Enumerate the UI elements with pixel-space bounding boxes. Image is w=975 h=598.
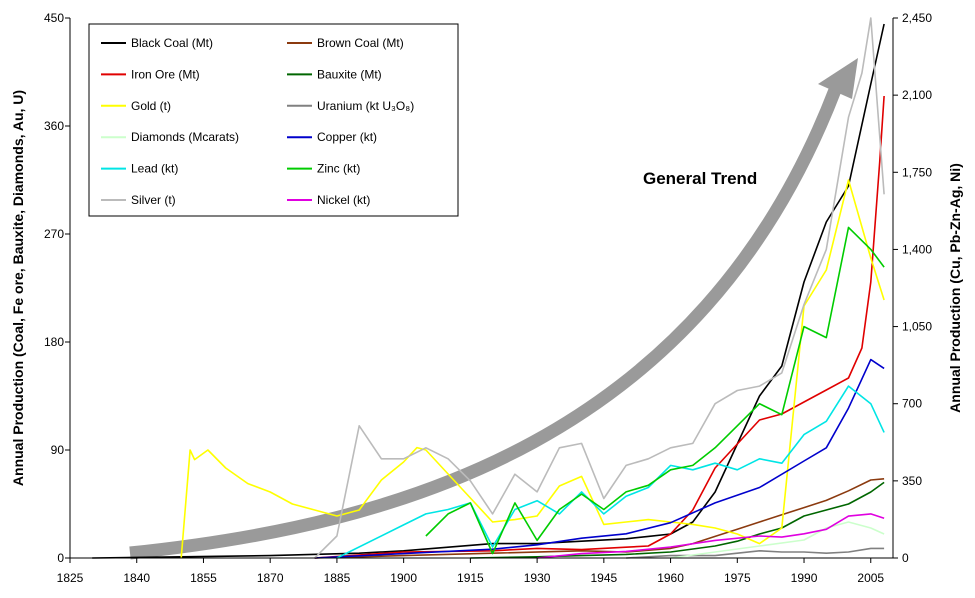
y-left-tick-label: 90: [51, 443, 65, 457]
axes-layer: 1825 1840 1855 1870 1885 1900 1915 1930 1945 1960…: [44, 11, 932, 585]
legend-item: Iron Ore (Mt): [101, 67, 200, 81]
series-line-diamonds-mcarats: [670, 521, 885, 559]
series-line-silver-t: [314, 17, 885, 559]
legend-label: Brown Coal (Mt): [317, 36, 404, 50]
x-tick-label: 1915: [457, 571, 484, 585]
legend-label: Diamonds (Mcarats): [131, 130, 239, 144]
series-line-uranium-kt-u-o: [626, 547, 885, 559]
legend-label: Gold (t): [131, 99, 171, 113]
series-line-copper-kt: [314, 358, 885, 559]
x-tick-label: 1840: [123, 571, 150, 585]
y-left-tick-label: 360: [44, 119, 64, 133]
x-tick-label: 1930: [524, 571, 551, 585]
series-line-lead-kt: [336, 385, 885, 559]
y-axis-left-title: Annual Production (Coal, Fe ore, Bauxite…: [10, 90, 26, 486]
legend-item: Uranium (kt U₃O₈): [287, 99, 414, 113]
legend-label: Silver (t): [131, 193, 176, 207]
y-left-tick-label: 270: [44, 227, 64, 241]
legend-label: Bauxite (Mt): [317, 67, 382, 81]
legend-label: Zinc (kt): [317, 162, 360, 176]
series-line-zinc-kt: [425, 226, 885, 555]
legend: Black Coal (Mt) Brown Coal (Mt) Iron Ore (…: [88, 23, 459, 217]
y-right-tick-label: 0: [902, 551, 909, 565]
series-line-nickel-kt: [537, 513, 885, 559]
legend-item: Black Coal (Mt): [101, 36, 213, 50]
legend-item: Silver (t): [101, 193, 176, 207]
legend-item: Bauxite (Mt): [287, 67, 382, 81]
x-tick-label: 1975: [724, 571, 751, 585]
series-layer: [92, 17, 885, 559]
legend-label: Nickel (kt): [317, 193, 370, 207]
x-tick-label: 1825: [57, 571, 84, 585]
legend-item: Copper (kt): [287, 130, 377, 144]
y-right-tick-label: 700: [902, 397, 922, 411]
x-tick-label: 2005: [857, 571, 884, 585]
legend-item: Nickel (kt): [287, 193, 370, 207]
y-right-tick-label: 1,750: [902, 165, 932, 179]
legend-item: Lead (kt): [101, 162, 178, 176]
legend-item: Diamonds (Mcarats): [101, 130, 239, 144]
y-right-tick-label: 1,400: [902, 242, 932, 256]
series-line-gold-t: [180, 179, 885, 559]
legend-label: Lead (kt): [131, 162, 178, 176]
x-tick-label: 1855: [190, 571, 217, 585]
x-tick-label: 1960: [657, 571, 684, 585]
trend-layer: [129, 58, 858, 560]
x-tick-label: 1870: [257, 571, 284, 585]
legend-item: Zinc (kt): [287, 162, 360, 176]
series-line-iron-ore-mt: [314, 95, 885, 559]
y-axis-right-title: Annual Production (Cu, Pb-Zn-Ag, Ni): [947, 163, 963, 413]
trend-arrow-shaft: [129, 87, 842, 560]
y-right-tick-label: 2,100: [902, 88, 932, 102]
y-right-tick-label: 2,450: [902, 11, 932, 25]
y-right-tick-label: 350: [902, 474, 922, 488]
legend-label: Iron Ore (Mt): [131, 67, 200, 81]
x-tick-label: 1885: [324, 571, 351, 585]
legend-item: Brown Coal (Mt): [287, 36, 404, 50]
x-tick-label: 1945: [590, 571, 617, 585]
legend-label: Uranium (kt U₃O₈): [317, 99, 414, 113]
x-tick-label: 1900: [390, 571, 417, 585]
series-line-black-coal-mt: [92, 23, 885, 559]
y-right-tick-label: 1,050: [902, 320, 932, 334]
y-left-tick-label: 180: [44, 335, 64, 349]
legend-label: Black Coal (Mt): [131, 36, 213, 50]
legend-box: [88, 23, 459, 217]
trend-arrow-head: [818, 58, 858, 99]
y-left-tick-label: 0: [57, 551, 64, 565]
legend-label: Copper (kt): [317, 130, 377, 144]
y-left-tick-label: 450: [44, 11, 64, 25]
x-tick-label: 1990: [791, 571, 818, 585]
series-line-brown-coal-mt: [314, 478, 885, 559]
general-trend-annotation: General Trend: [643, 169, 757, 188]
legend-item: Gold (t): [101, 99, 171, 113]
